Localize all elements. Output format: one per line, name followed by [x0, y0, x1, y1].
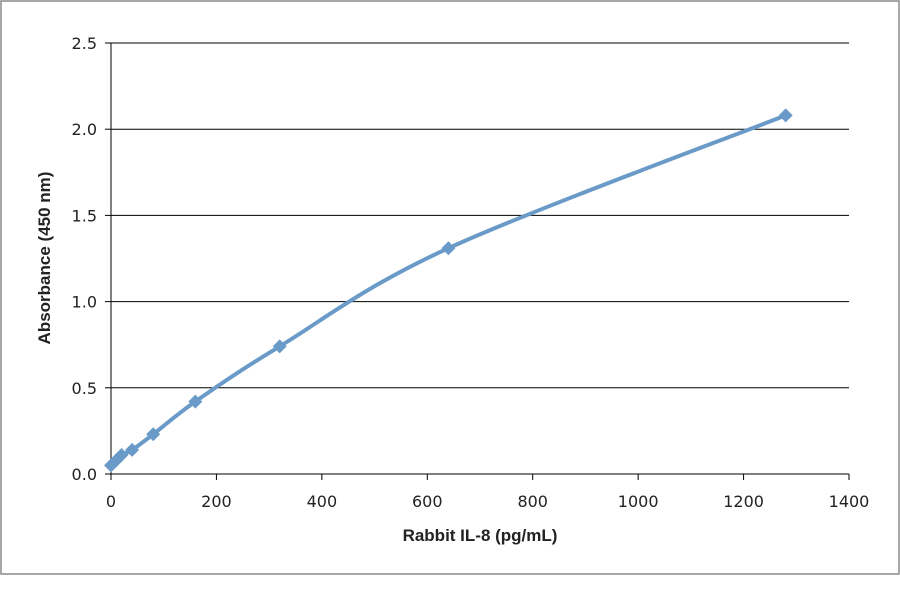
- series-layer: [104, 108, 793, 473]
- data-point-marker: [778, 108, 793, 123]
- y-tick-label: 2.5: [72, 34, 97, 53]
- x-tick-label: 400: [307, 492, 338, 511]
- tick-labels: 0.0 0.5 1.0 1.5 2.0 2.5 0 200 400 600 800 1000 1200 1…: [72, 34, 870, 511]
- data-point-marker: [272, 339, 287, 354]
- y-tick-label: 1.0: [72, 293, 97, 312]
- x-axis-title: Rabbit IL-8 (pg/mL): [403, 526, 558, 545]
- y-tick-label: 1.5: [72, 206, 97, 225]
- x-tick-label: 1000: [618, 492, 659, 511]
- x-tick-label: 600: [412, 492, 443, 511]
- data-point-marker: [188, 394, 203, 409]
- chart-frame: [0, 0, 900, 575]
- data-point-marker: [114, 448, 129, 462]
- x-tick-label: 1200: [723, 492, 764, 511]
- x-tick-label: 200: [201, 492, 232, 511]
- axes: [105, 42, 850, 480]
- y-tick-label: 0.5: [72, 379, 97, 398]
- x-tick-label: 1400: [829, 492, 870, 511]
- data-point-marker: [146, 427, 161, 442]
- data-point-marker: [441, 241, 456, 256]
- y-tick-label: 0.0: [72, 465, 97, 484]
- data-point-marker: [125, 442, 140, 457]
- y-tick-label: 2.0: [72, 120, 97, 139]
- gridlines: [111, 42, 849, 389]
- x-tick-label: 0: [106, 492, 116, 511]
- y-axis-title: Absorbance (450 nm): [35, 172, 54, 345]
- x-tick-label: 800: [517, 492, 548, 511]
